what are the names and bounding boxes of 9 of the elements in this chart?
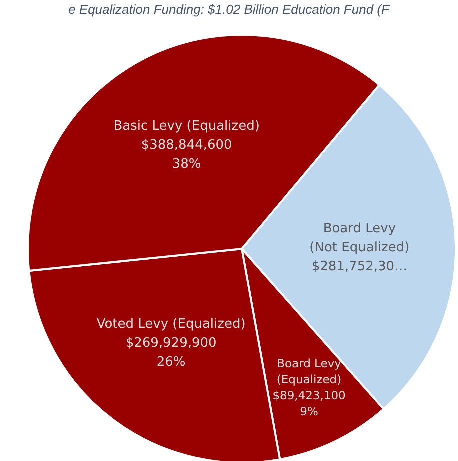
data-label: $281,752,30…	[312, 258, 408, 274]
slice-label: Board Levy (Not Equalized)	[310, 220, 410, 255]
slice-label: Board Levy (Equalized)	[276, 356, 342, 387]
data-label: $89,423,100 9%	[272, 388, 346, 419]
data-label: $269,929,900 26%	[126, 336, 217, 370]
slice-label: Basic Levy (Equalized)	[114, 118, 260, 134]
data-label: $388,844,600 38%	[141, 138, 232, 172]
slice-label: Voted Levy (Equalized)	[96, 316, 246, 332]
chart-title: e Equalization Funding: $1.02 Billion Education Fund (F	[68, 2, 391, 17]
